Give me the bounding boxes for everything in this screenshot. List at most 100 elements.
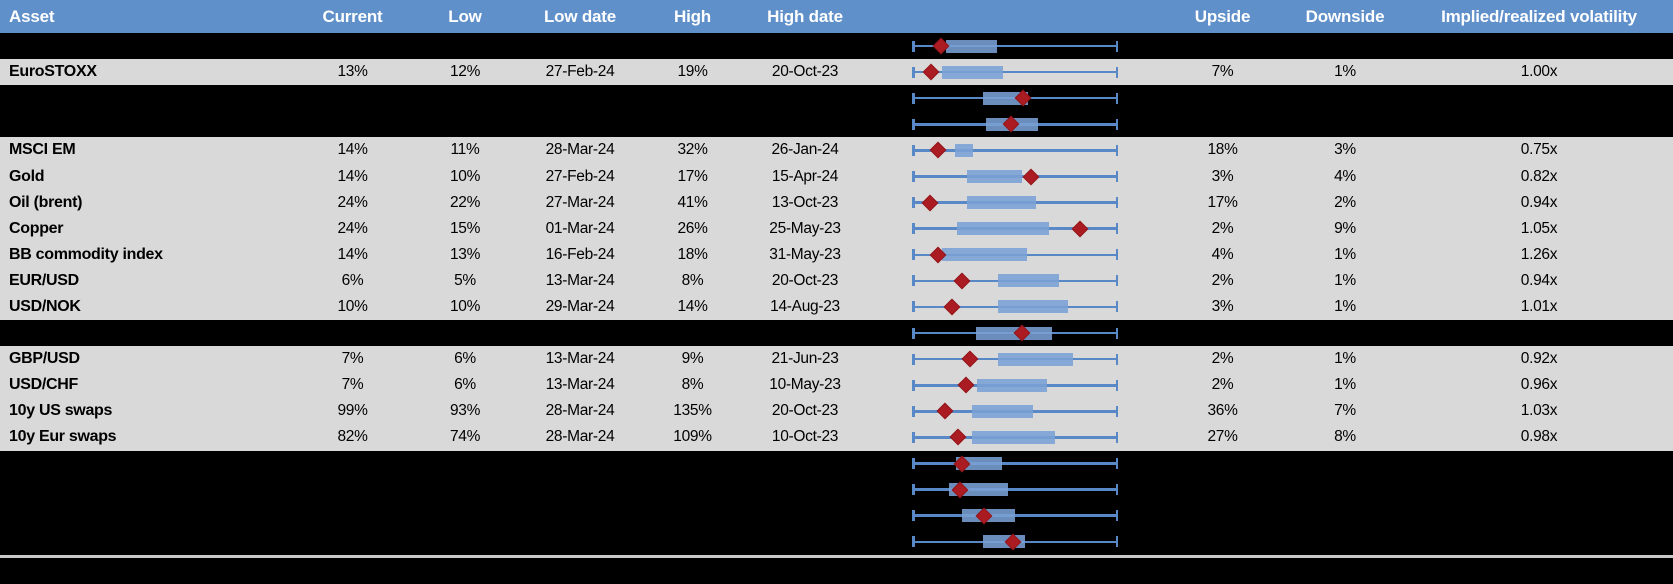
cell-downside[interactable]: 7%: [1334, 402, 1356, 420]
cell-current[interactable]: [290, 111, 415, 137]
column-header-plot[interactable]: [870, 0, 1160, 33]
cell-current[interactable]: 13%: [337, 63, 368, 81]
cell-high[interactable]: 109%: [673, 428, 712, 446]
cell-asset[interactable]: [0, 320, 290, 346]
cell-high-date[interactable]: [740, 477, 870, 503]
column-header-high-date[interactable]: High date: [767, 6, 843, 26]
cell-high-date[interactable]: 20-Oct-23: [771, 402, 839, 420]
cell-low-date[interactable]: 29-Mar-24: [545, 297, 615, 315]
cell-asset[interactable]: [0, 111, 290, 137]
cell-asset[interactable]: BB commodity index: [9, 245, 163, 263]
cell-low-date[interactable]: 28-Mar-24: [545, 141, 615, 159]
cell-implied-realized[interactable]: 1.26x: [1520, 245, 1558, 263]
cell-upside[interactable]: [1160, 477, 1285, 503]
cell-current[interactable]: 10%: [337, 297, 368, 315]
cell-upside[interactable]: 7%: [1211, 63, 1234, 81]
cell-downside[interactable]: [1285, 451, 1405, 477]
cell-asset[interactable]: [0, 529, 290, 555]
cell-high[interactable]: 41%: [677, 193, 708, 211]
cell-upside[interactable]: 2%: [1211, 219, 1234, 237]
cell-low-date[interactable]: 13-Mar-24: [545, 271, 615, 289]
cell-upside[interactable]: [1160, 33, 1285, 59]
cell-low[interactable]: [415, 33, 515, 59]
cell-downside[interactable]: 1%: [1334, 297, 1356, 315]
cell-high-date[interactable]: 31-May-23: [769, 245, 841, 263]
column-header-asset[interactable]: Asset: [9, 6, 55, 26]
cell-low[interactable]: [415, 85, 515, 111]
cell-high[interactable]: [645, 529, 740, 555]
column-header-low-date[interactable]: Low date: [543, 6, 617, 26]
cell-high[interactable]: 18%: [677, 245, 708, 263]
cell-downside[interactable]: [1285, 111, 1405, 137]
cell-implied-realized[interactable]: 0.94x: [1520, 271, 1558, 289]
cell-implied-realized[interactable]: 0.75x: [1520, 141, 1558, 159]
cell-asset[interactable]: EUR/USD: [9, 271, 79, 289]
cell-low-date[interactable]: 27-Feb-24: [545, 167, 615, 185]
cell-high[interactable]: [645, 111, 740, 137]
column-header-current[interactable]: Current: [322, 6, 383, 26]
cell-downside[interactable]: 9%: [1334, 219, 1356, 237]
cell-high[interactable]: 26%: [677, 219, 708, 237]
cell-low[interactable]: 10%: [449, 167, 481, 185]
cell-high[interactable]: 17%: [677, 167, 708, 185]
cell-low[interactable]: [415, 111, 515, 137]
cell-asset[interactable]: Oil (brent): [9, 193, 83, 211]
cell-implied-realized[interactable]: [1405, 320, 1673, 346]
cell-downside[interactable]: 8%: [1334, 428, 1356, 446]
cell-low[interactable]: 6%: [454, 350, 476, 368]
cell-low[interactable]: 12%: [449, 63, 481, 81]
cell-implied-realized[interactable]: 0.98x: [1520, 428, 1558, 446]
cell-implied-realized[interactable]: [1405, 477, 1673, 503]
cell-high[interactable]: [645, 451, 740, 477]
cell-high-date[interactable]: 20-Oct-23: [771, 63, 839, 81]
cell-low[interactable]: 74%: [449, 428, 481, 446]
cell-asset[interactable]: Gold: [9, 167, 45, 185]
cell-upside[interactable]: [1160, 320, 1285, 346]
cell-downside[interactable]: [1285, 85, 1405, 111]
cell-low[interactable]: 93%: [449, 402, 481, 420]
cell-current[interactable]: [290, 33, 415, 59]
cell-current[interactable]: 24%: [337, 193, 368, 211]
column-header-low[interactable]: Low: [448, 6, 482, 26]
cell-high-date[interactable]: 10-Oct-23: [771, 428, 839, 446]
cell-high-date[interactable]: [740, 451, 870, 477]
cell-current[interactable]: 6%: [341, 271, 364, 289]
cell-low-date[interactable]: 13-Mar-24: [545, 376, 615, 394]
cell-asset[interactable]: EuroSTOXX: [9, 63, 97, 81]
cell-current[interactable]: 82%: [337, 428, 368, 446]
cell-low-date[interactable]: [515, 477, 645, 503]
cell-current[interactable]: 99%: [337, 402, 368, 420]
cell-current[interactable]: 7%: [341, 376, 364, 394]
cell-downside[interactable]: 1%: [1334, 271, 1356, 289]
cell-upside[interactable]: [1160, 529, 1285, 555]
cell-low-date[interactable]: [515, 85, 645, 111]
cell-asset[interactable]: MSCI EM: [9, 141, 76, 159]
cell-implied-realized[interactable]: [1405, 503, 1673, 529]
cell-implied-realized[interactable]: 1.05x: [1520, 219, 1558, 237]
cell-upside[interactable]: 36%: [1207, 402, 1238, 420]
cell-implied-realized[interactable]: [1405, 451, 1673, 477]
cell-current[interactable]: [290, 503, 415, 529]
cell-high[interactable]: 8%: [681, 376, 704, 394]
column-header-high[interactable]: High: [674, 6, 711, 26]
cell-high[interactable]: 19%: [677, 63, 708, 81]
cell-high-date[interactable]: 26-Jan-24: [771, 141, 839, 159]
cell-upside[interactable]: [1160, 111, 1285, 137]
column-header-implied-realized[interactable]: Implied/realized volatility: [1441, 6, 1637, 26]
cell-high-date[interactable]: 14-Aug-23: [770, 297, 840, 315]
cell-low[interactable]: 6%: [454, 376, 476, 394]
cell-implied-realized[interactable]: 1.03x: [1520, 402, 1558, 420]
cell-downside[interactable]: 4%: [1334, 167, 1356, 185]
cell-high-date[interactable]: [740, 503, 870, 529]
cell-asset[interactable]: 10y US swaps: [9, 402, 113, 420]
cell-high[interactable]: [645, 85, 740, 111]
cell-low[interactable]: 11%: [450, 141, 480, 159]
cell-upside[interactable]: 3%: [1211, 167, 1234, 185]
cell-low[interactable]: [415, 529, 515, 555]
cell-high[interactable]: [645, 320, 740, 346]
cell-asset[interactable]: USD/NOK: [9, 297, 81, 315]
cell-upside[interactable]: 3%: [1211, 297, 1234, 315]
cell-high[interactable]: [645, 503, 740, 529]
cell-downside[interactable]: 2%: [1334, 193, 1356, 211]
cell-low[interactable]: 10%: [449, 297, 481, 315]
